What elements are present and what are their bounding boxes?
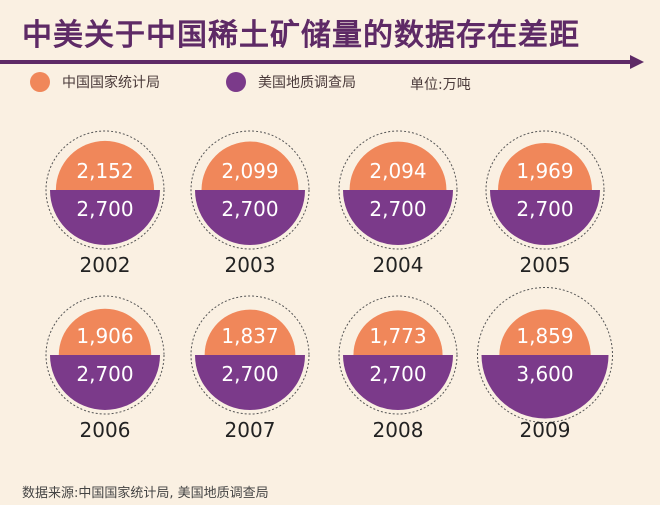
value-label-china-2006: 1,906	[76, 324, 133, 348]
source-note: 数据来源:中国国家统计局, 美国地质调查局	[22, 486, 269, 501]
bubble-us-2008	[343, 355, 453, 410]
bubble-outline-2006	[45, 295, 165, 415]
value-label-us-2006: 2,700	[76, 362, 133, 386]
year-label-2007: 2007	[225, 418, 276, 442]
legend-swatch-china	[30, 72, 50, 92]
value-label-china-2003: 2,099	[221, 159, 278, 183]
value-label-us-2008: 2,700	[369, 362, 426, 386]
unit-label: 单位:万吨	[410, 77, 471, 93]
value-label-us-2003: 2,700	[221, 197, 278, 221]
bubble-outline-2004	[338, 130, 458, 250]
year-label-2004: 2004	[373, 253, 424, 277]
value-label-china-2004: 2,094	[369, 159, 426, 183]
value-label-us-2005: 2,700	[516, 197, 573, 221]
legend-item-us: 美国地质调查局	[226, 72, 356, 92]
bubble-us-2002	[50, 190, 160, 245]
legend: 中国国家统计局 美国地质调查局 单位:万吨	[30, 66, 630, 96]
value-label-china-2005: 1,969	[516, 159, 573, 183]
value-label-us-2002: 2,700	[76, 197, 133, 221]
bubble-outline-2005	[485, 130, 605, 250]
bubble-outline-2002	[45, 130, 165, 250]
legend-label-china: 中国国家统计局	[62, 75, 160, 91]
legend-label-us: 美国地质调查局	[258, 75, 356, 91]
bubble-outline-2008	[338, 295, 458, 415]
legend-swatch-us	[226, 72, 246, 92]
year-label-2008: 2008	[373, 418, 424, 442]
year-label-2009: 2009	[520, 418, 571, 442]
value-label-china-2002: 2,152	[76, 159, 133, 183]
page-title: 中美关于中国稀土矿储量的数据存在差距	[22, 18, 580, 53]
bubble-outline-2009	[476, 286, 614, 424]
value-label-china-2008: 1,773	[369, 324, 426, 348]
value-label-china-2007: 1,837	[221, 324, 278, 348]
title-rule	[0, 55, 644, 69]
value-label-us-2007: 2,700	[221, 362, 278, 386]
bubble-us-2003	[195, 190, 305, 245]
value-label-us-2009: 3,600	[516, 362, 573, 386]
value-label-china-2009: 1,859	[516, 324, 573, 348]
bubble-us-2005	[490, 190, 600, 245]
year-label-2003: 2003	[225, 253, 276, 277]
bubble-us-2006	[50, 355, 160, 410]
year-label-2002: 2002	[80, 253, 131, 277]
bubble-outline-2003	[190, 130, 310, 250]
year-label-2006: 2006	[80, 418, 131, 442]
legend-item-china: 中国国家统计局	[30, 72, 160, 92]
value-label-us-2004: 2,700	[369, 197, 426, 221]
bubble-us-2007	[195, 355, 305, 410]
bubble-us-2009	[481, 355, 609, 419]
bubble-outline-2007	[190, 295, 310, 415]
year-label-2005: 2005	[520, 253, 571, 277]
bubble-us-2004	[343, 190, 453, 245]
